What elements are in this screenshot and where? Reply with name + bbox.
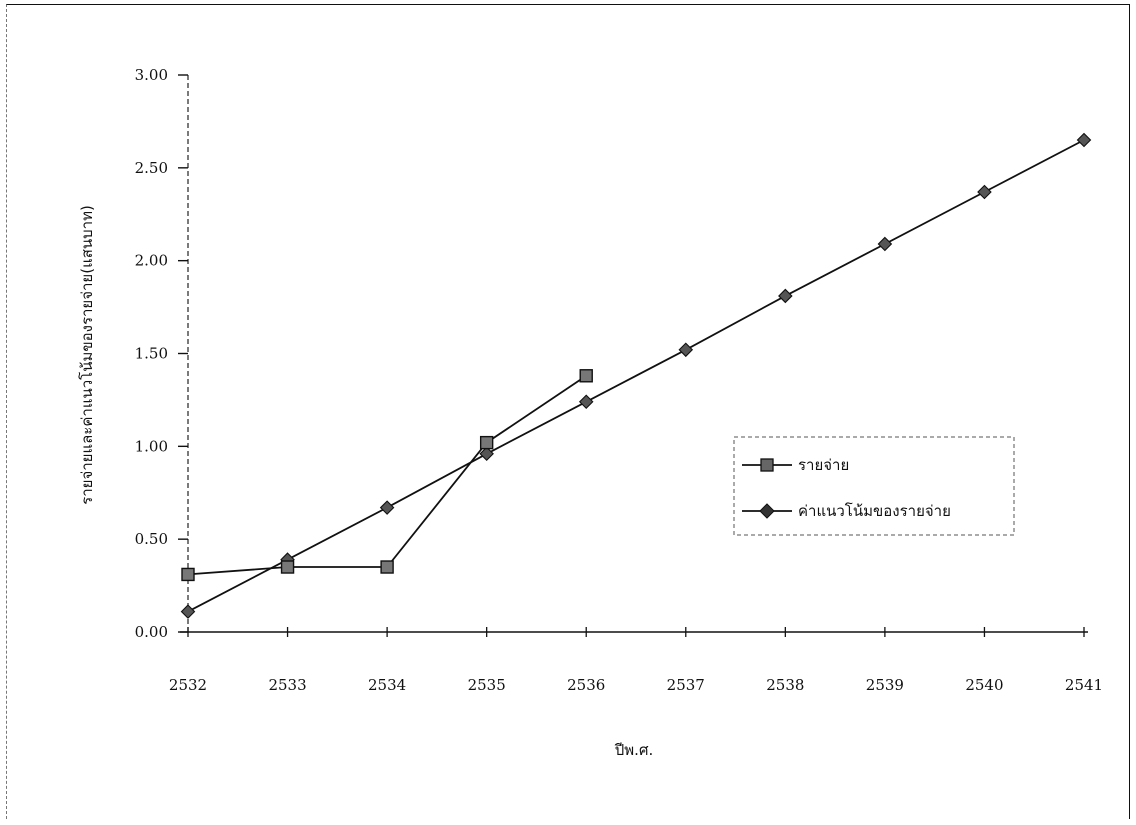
data-point-square — [181, 567, 195, 582]
legend-marker-square — [760, 458, 774, 472]
legend: รายจ่าย ค่าแนวโน้มของรายจ่าย — [733, 436, 1015, 536]
y-tick-label: 0.50 — [135, 530, 168, 548]
y-tick-label: 3.00 — [135, 66, 168, 84]
y-tick-label: 2.50 — [135, 159, 168, 177]
x-tick-label: 2537 — [667, 676, 705, 694]
data-point-diamond — [1076, 132, 1092, 148]
data-point-square — [479, 435, 494, 450]
data-point-square — [380, 560, 394, 574]
chart-frame — [6, 4, 1130, 819]
x-tick-label: 2538 — [766, 676, 804, 694]
series-line-2 — [187, 139, 1085, 613]
x-axis-title: ปีพ.ศ. — [614, 741, 653, 759]
data-point-diamond — [578, 394, 594, 410]
y-tick-label: 1.00 — [135, 437, 168, 455]
x-tick-label: 2536 — [567, 676, 605, 694]
data-point-square — [579, 369, 593, 383]
legend-box — [733, 436, 1015, 536]
x-tick-label: 2535 — [468, 676, 506, 694]
data-point-square — [280, 560, 295, 574]
data-point-diamond — [678, 342, 694, 358]
data-point-diamond — [778, 288, 793, 304]
legend-marker-diamond — [759, 503, 775, 519]
data-point-diamond — [877, 236, 893, 252]
x-tick-label: 2533 — [268, 676, 306, 694]
y-ticks: 0.00 0.50 1.00 1.50 2.00 2.50 3.00 — [135, 66, 188, 641]
x-tick-label: 2540 — [965, 676, 1003, 694]
data-point-diamond — [479, 446, 494, 462]
y-tick-label: 1.50 — [135, 345, 168, 363]
series-line-1 — [187, 375, 587, 576]
data-point-diamond — [977, 184, 992, 200]
x-tick-label: 2534 — [368, 676, 406, 694]
legend-label-series-2: ค่าแนวโน้มของรายจ่าย — [798, 502, 951, 520]
data-point-diamond — [180, 604, 196, 619]
x-tick-label: 2539 — [866, 676, 904, 694]
x-tick-label: 2532 — [169, 676, 207, 694]
y-tick-label: 0.00 — [135, 623, 168, 641]
series-layer — [180, 132, 1092, 619]
legend-label-series-1: รายจ่าย — [798, 456, 849, 474]
x-tick-label: 2541 — [1065, 676, 1103, 694]
y-axis-title: รายจ่ายและค่าแนวโน้มของรายจ่าย(แสนบาท) — [78, 205, 96, 505]
x-ticks: 2532 2533 2534 2535 2536 2537 2538 2539 2540 2541 — [169, 627, 1103, 694]
axes — [180, 75, 1088, 633]
y-tick-label: 2.00 — [135, 252, 168, 270]
data-point-diamond — [379, 500, 395, 515]
